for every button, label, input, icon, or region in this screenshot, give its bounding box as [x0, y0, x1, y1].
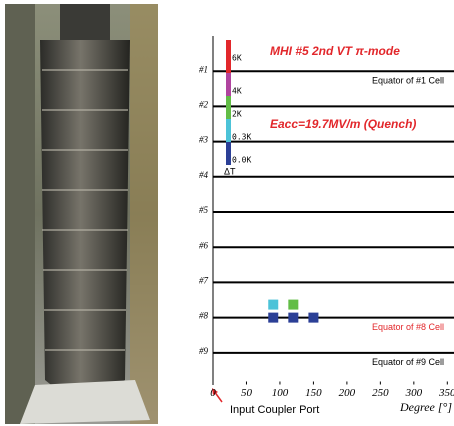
colorbar-label: 6K	[232, 54, 242, 63]
colorbar-title: ΔT	[224, 166, 236, 176]
x-tick-label: 300	[405, 387, 423, 399]
data-point	[288, 313, 298, 323]
y-tick-label: #7	[199, 275, 209, 285]
y-tick-label: #4	[199, 170, 209, 180]
colorbar-label: 2K	[232, 110, 242, 119]
x-tick-label: 150	[305, 387, 322, 399]
colorbar-label: 0.3K	[232, 133, 251, 142]
y-tick-label: #8	[199, 311, 209, 321]
figure: MHI #5 2nd VT π-mode Eacc=19.7MV/m (Quen…	[0, 0, 454, 426]
data-point	[288, 300, 298, 310]
data-point	[308, 313, 318, 323]
chart-subtitle: Eacc=19.7MV/m (Quench)	[270, 117, 416, 131]
x-tick-label: 0	[210, 387, 216, 399]
colorbar-segment	[226, 142, 231, 165]
x-tick-label: 50	[241, 387, 253, 399]
photo	[5, 4, 158, 424]
annotation: Equator of #1 Cell	[372, 76, 444, 86]
arrow-label: Input Coupler Port	[230, 404, 319, 416]
y-tick-label: #9	[199, 346, 209, 356]
annotation: Equator of #8 Cell	[372, 322, 444, 332]
data-point	[268, 313, 278, 323]
chart-title: MHI #5 2nd VT π-mode	[270, 44, 400, 58]
x-tick-label: 200	[339, 387, 356, 399]
x-tick-label: 250	[372, 387, 389, 399]
y-tick-label: #5	[199, 205, 209, 215]
x-tick-label: 350	[438, 387, 454, 399]
colorbar-segment	[226, 73, 231, 96]
data-point	[268, 300, 278, 310]
y-tick-label: #2	[199, 99, 209, 109]
y-tick-label: #3	[199, 135, 209, 145]
colorbar-segment	[226, 96, 231, 119]
colorbar-label: 4K	[232, 87, 242, 96]
y-tick-label: #6	[199, 240, 209, 250]
colorbar-label: 0.0K	[232, 156, 251, 165]
colorbar-segment	[226, 40, 231, 73]
y-tick-label: #1	[199, 64, 208, 74]
colorbar-segment	[226, 119, 231, 142]
annotation: Equator of #9 Cell	[372, 357, 444, 367]
x-axis-label: Degree [°]	[399, 400, 452, 414]
x-tick-label: 100	[272, 387, 289, 399]
